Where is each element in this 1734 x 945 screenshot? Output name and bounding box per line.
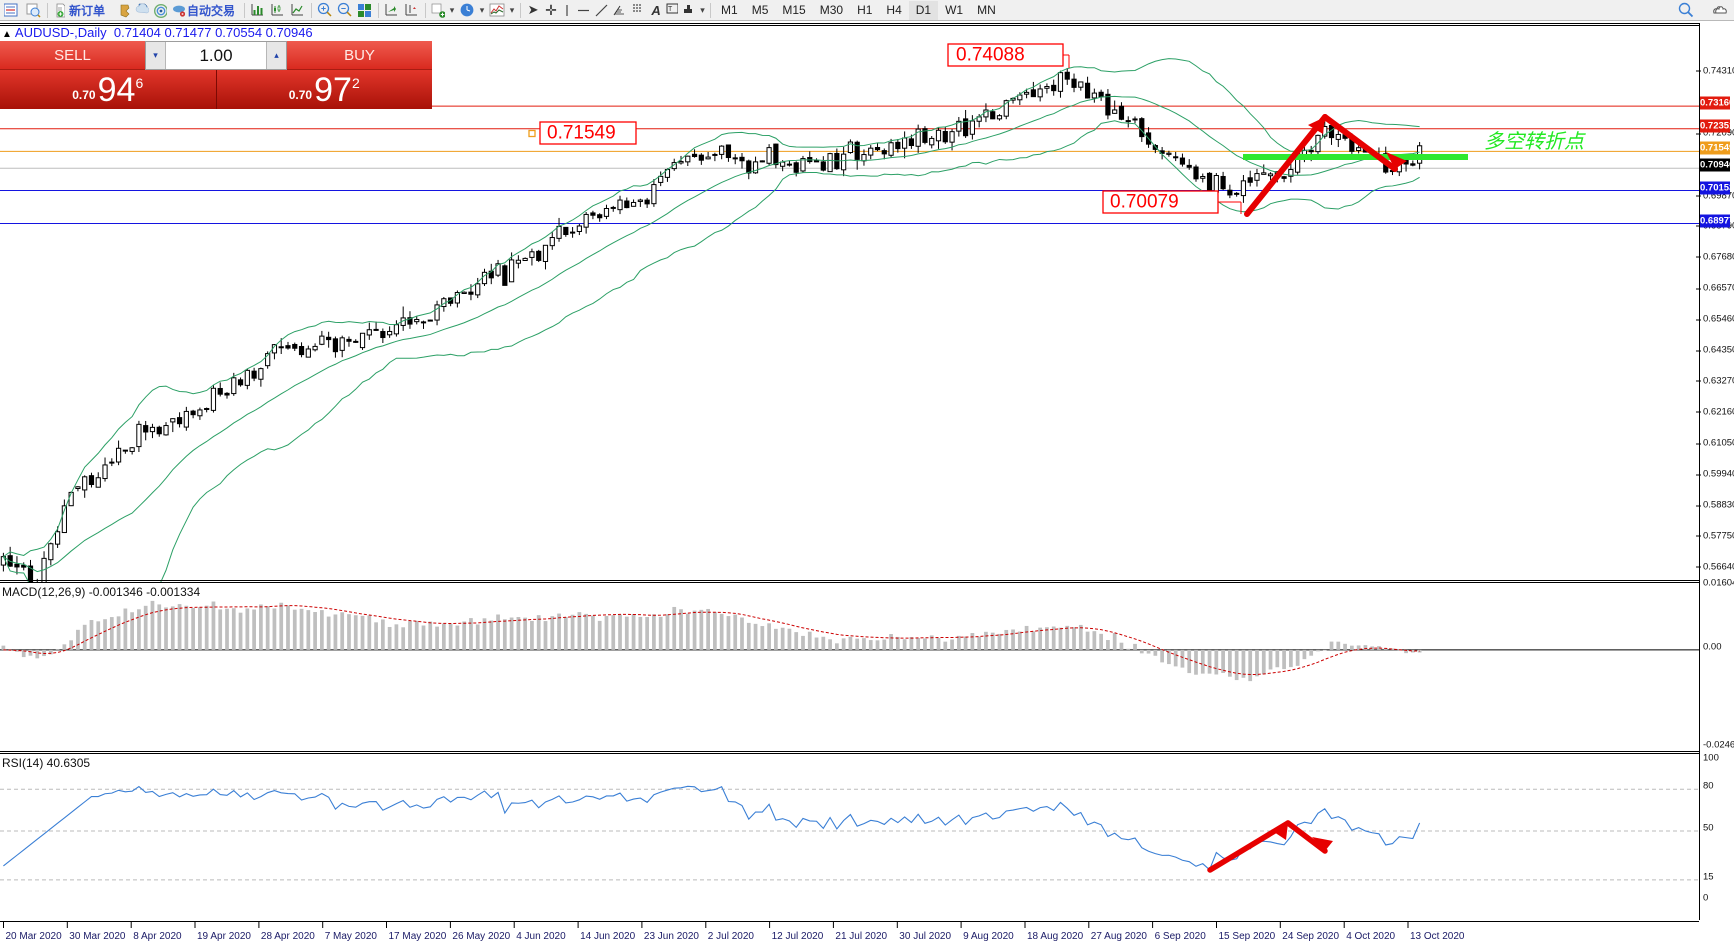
svg-text:21 Jul 2020: 21 Jul 2020 [835, 931, 887, 942]
svg-text:18 Aug 2020: 18 Aug 2020 [1027, 931, 1084, 942]
svg-text:12 Jul 2020: 12 Jul 2020 [772, 931, 824, 942]
svg-text:6 Sep 2020: 6 Sep 2020 [1155, 931, 1207, 942]
svg-text:4 Jun 2020: 4 Jun 2020 [516, 931, 566, 942]
svg-text:26 May 2020: 26 May 2020 [452, 931, 510, 942]
svg-text:8 Apr 2020: 8 Apr 2020 [133, 931, 182, 942]
svg-text:9 Aug 2020: 9 Aug 2020 [963, 931, 1014, 942]
svg-text:T: T [668, 6, 673, 13]
svg-text:多空转折点: 多空转折点 [1484, 131, 1586, 153]
svg-text:30 Jul 2020: 30 Jul 2020 [899, 931, 951, 942]
svg-text:27 Aug 2020: 27 Aug 2020 [1091, 931, 1148, 942]
svg-text:14 Jun 2020: 14 Jun 2020 [580, 931, 635, 942]
svg-text:15 Sep 2020: 15 Sep 2020 [1219, 931, 1276, 942]
svg-text:0.70079: 0.70079 [1110, 192, 1179, 213]
svg-text:23 Jun 2020: 23 Jun 2020 [644, 931, 699, 942]
svg-text:7 May 2020: 7 May 2020 [325, 931, 378, 942]
svg-text:20 Mar 2020: 20 Mar 2020 [6, 931, 63, 942]
svg-text:13 Oct 2020: 13 Oct 2020 [1410, 931, 1465, 942]
svg-text:24 Sep 2020: 24 Sep 2020 [1282, 931, 1339, 942]
svg-text:28 Apr 2020: 28 Apr 2020 [261, 931, 315, 942]
svg-text:0.71549: 0.71549 [547, 123, 616, 144]
svg-text:17 May 2020: 17 May 2020 [389, 931, 447, 942]
svg-text:2 Jul 2020: 2 Jul 2020 [708, 931, 755, 942]
svg-text:4 Oct 2020: 4 Oct 2020 [1346, 931, 1395, 942]
svg-text:0.74088: 0.74088 [956, 45, 1025, 66]
svg-text:19 Apr 2020: 19 Apr 2020 [197, 931, 251, 942]
svg-text:30 Mar 2020: 30 Mar 2020 [69, 931, 126, 942]
